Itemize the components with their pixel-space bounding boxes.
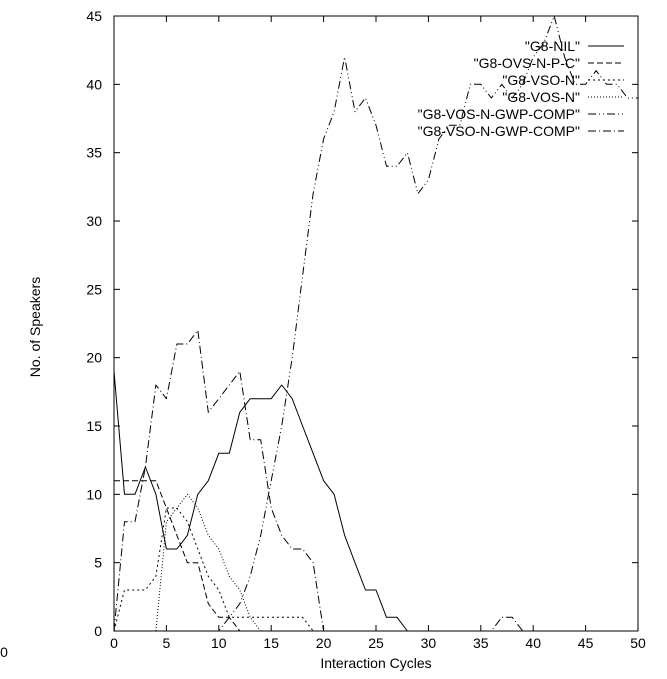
x-tick-label: 30 <box>421 635 437 651</box>
legend-label: "G8-VOS-N" <box>502 89 580 105</box>
x-tick-label: 5 <box>163 635 171 651</box>
x-tick-label: 0 <box>110 635 118 651</box>
stray-tick-label: 0 <box>0 644 8 660</box>
y-axis-title: No. of Speakers <box>27 277 43 377</box>
x-tick-label: 15 <box>263 635 279 651</box>
series-line-6 <box>113 329 638 632</box>
x-tick-label: 25 <box>368 635 384 651</box>
y-tick-label: 35 <box>86 145 102 161</box>
legend-label: "G8-VSO-N-GWP-COMP" <box>418 123 580 139</box>
y-tick-label: 0 <box>94 623 102 639</box>
x-axis-title: Interaction Cycles <box>320 655 431 671</box>
y-tick-label: 10 <box>86 486 102 502</box>
series-line-1 <box>113 371 638 632</box>
x-tick-label: 50 <box>630 635 646 651</box>
y-tick-label: 40 <box>86 76 102 92</box>
x-tick-label: 45 <box>578 635 594 651</box>
y-tick-label: 15 <box>86 418 102 434</box>
legend: "G8-NIL""G8-OVS-N-P-C""G8-VSO-N""G8-VOS-… <box>418 38 624 139</box>
y-axis: 0 5 10 15 20 25 30 35 40 45 <box>86 8 638 639</box>
y-tick-label: 20 <box>86 350 102 366</box>
y-tick-label: 30 <box>86 213 102 229</box>
y-tick-label: 5 <box>94 555 102 571</box>
x-tick-label: 10 <box>211 635 227 651</box>
series-layer <box>113 15 638 632</box>
y-tick-label: 45 <box>86 8 102 24</box>
x-axis: 0 5 10 15 20 25 30 35 40 45 50 <box>110 16 646 651</box>
y-tick-label: 25 <box>86 281 102 297</box>
x-tick-label: 40 <box>525 635 541 651</box>
x-tick-label: 20 <box>316 635 332 651</box>
legend-label: "G8-VSO-N" <box>502 72 580 88</box>
legend-label: "G8-OVS-N-P-C" <box>474 55 580 71</box>
x-tick-label: 35 <box>473 635 489 651</box>
series-line-3 <box>113 507 638 632</box>
legend-label: "G8-NIL" <box>525 38 580 54</box>
legend-label: "G8-VOS-N-GWP-COMP" <box>418 106 580 122</box>
series-line-2 <box>114 480 638 632</box>
